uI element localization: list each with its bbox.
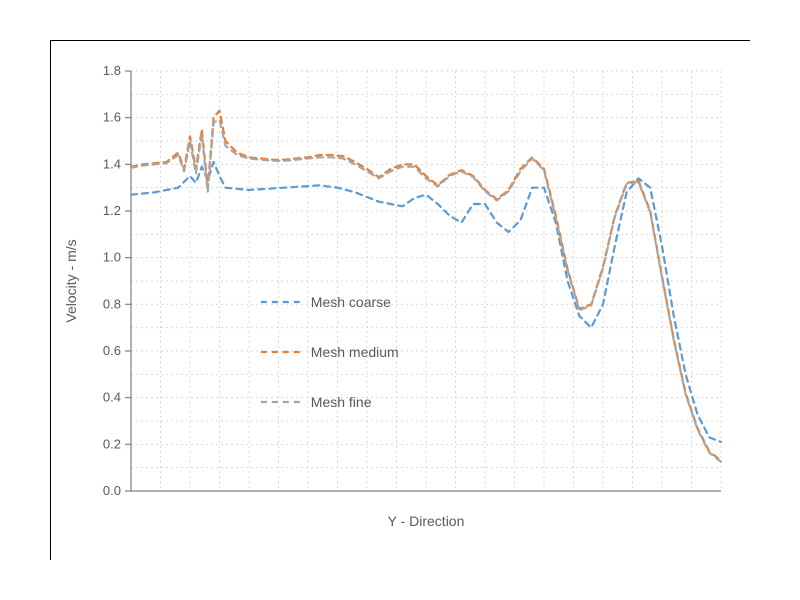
x-axis-label: Y - Direction — [388, 513, 465, 529]
ytick-label: 1.4 — [103, 156, 121, 171]
ytick-label: 0.4 — [103, 390, 121, 405]
ytick-label: 0.2 — [103, 436, 121, 451]
ytick-label: 1.6 — [103, 110, 121, 125]
chart-svg: 0.0 0.2 0.4 0.6 0.8 1.0 1.2 1.4 1.6 1.8 Velocity -… — [51, 41, 751, 561]
legend-label: Mesh medium — [311, 344, 399, 360]
legend-label: Mesh coarse — [311, 294, 391, 310]
ytick-label: 0.6 — [103, 343, 121, 358]
velocity-chart: 0.0 0.2 0.4 0.6 0.8 1.0 1.2 1.4 1.6 1.8 Velocity -… — [50, 40, 750, 560]
ytick-label: 1.0 — [103, 250, 121, 265]
legend-label: Mesh fine — [311, 394, 372, 410]
ytick-label: 0.8 — [103, 296, 121, 311]
ytick-label: 1.2 — [103, 203, 121, 218]
ytick-label: 1.8 — [103, 63, 121, 78]
y-axis-label: Velocity - m/s — [63, 239, 79, 322]
ytick-label: 0.0 — [103, 483, 121, 498]
